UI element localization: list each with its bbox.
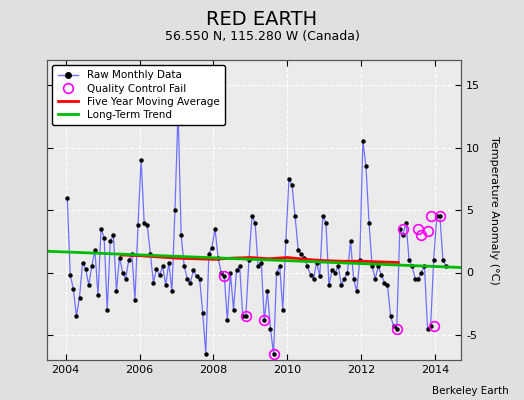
Legend: Raw Monthly Data, Quality Control Fail, Five Year Moving Average, Long-Term Tren: Raw Monthly Data, Quality Control Fail, … [52, 65, 225, 125]
Text: Berkeley Earth: Berkeley Earth [432, 386, 508, 396]
Text: RED EARTH: RED EARTH [206, 10, 318, 29]
Y-axis label: Temperature Anomaly (°C): Temperature Anomaly (°C) [489, 136, 499, 284]
Text: 56.550 N, 115.280 W (Canada): 56.550 N, 115.280 W (Canada) [165, 30, 359, 43]
